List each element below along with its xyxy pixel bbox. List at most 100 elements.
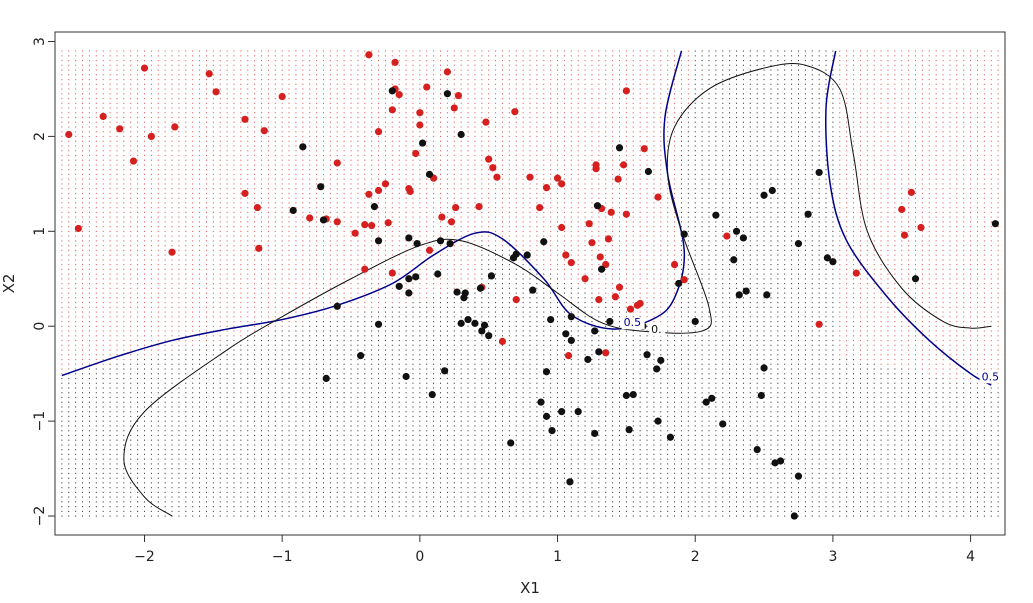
- grid-dot: [178, 249, 180, 251]
- grid-dot: [192, 506, 194, 508]
- grid-dot: [350, 444, 352, 446]
- grid-dot: [316, 339, 318, 342]
- grid-dot: [316, 126, 318, 128]
- grid-dot: [82, 472, 84, 475]
- grid-dot: [102, 126, 104, 128]
- grid-dot: [192, 434, 194, 437]
- grid-dot: [226, 226, 228, 228]
- grid-dot: [302, 159, 304, 161]
- grid-dot: [364, 240, 366, 242]
- grid-dot: [322, 406, 324, 408]
- grid-dot: [233, 178, 235, 180]
- grid-dot: [137, 491, 139, 493]
- grid-dot: [247, 320, 249, 323]
- grid-dot: [281, 392, 283, 394]
- grid-dot: [378, 169, 380, 171]
- grid-dot: [316, 287, 318, 289]
- grid-dot: [192, 311, 194, 313]
- grid-dot: [75, 463, 77, 465]
- grid-dot: [233, 154, 235, 157]
- grid-dot: [150, 515, 152, 517]
- grid-dot: [157, 297, 159, 299]
- grid-dot: [261, 183, 263, 185]
- grid-dot: [247, 64, 249, 66]
- grid-dot: [143, 283, 145, 285]
- grid-dot: [364, 501, 366, 503]
- grid-dot: [164, 173, 166, 176]
- grid-dot: [88, 468, 90, 470]
- grid-dot: [233, 254, 235, 256]
- grid-dot: [302, 188, 304, 190]
- grid-dot: [157, 496, 159, 498]
- grid-dot: [357, 154, 359, 157]
- grid-dot: [116, 415, 118, 418]
- grid-dot: [82, 235, 84, 237]
- grid-dot: [398, 320, 400, 323]
- grid-dot: [157, 173, 159, 176]
- grid-dot: [212, 411, 214, 413]
- grid-dot: [178, 339, 180, 342]
- grid-dot: [199, 55, 201, 57]
- grid-dot: [316, 197, 318, 199]
- grid-dot: [150, 102, 152, 104]
- grid-dot: [267, 392, 269, 394]
- grid-dot: [143, 472, 145, 475]
- grid-dot: [316, 64, 318, 66]
- grid-dot: [281, 211, 283, 214]
- grid-dot: [171, 93, 173, 95]
- grid-dot: [143, 93, 145, 95]
- grid-dot: [391, 254, 393, 256]
- grid-dot: [130, 311, 132, 313]
- grid-dot: [384, 93, 386, 95]
- grid-dot: [82, 297, 84, 299]
- grid-dot: [219, 396, 221, 399]
- grid-dot: [384, 453, 386, 456]
- grid-dot: [302, 311, 304, 313]
- grid-dot: [61, 406, 63, 408]
- grid-dot: [288, 496, 290, 498]
- grid-dot: [212, 197, 214, 199]
- grid-dot: [378, 439, 380, 441]
- grid-dot: [75, 235, 77, 237]
- grid-dot: [226, 259, 228, 261]
- grid-dot: [212, 387, 214, 389]
- grid-dot: [116, 406, 118, 408]
- grid-dot: [116, 453, 118, 456]
- grid-dot: [274, 93, 276, 95]
- grid-dot: [322, 235, 324, 237]
- grid-dot: [274, 368, 276, 370]
- grid-dot: [137, 245, 139, 247]
- grid-dot: [205, 472, 207, 475]
- grid-dot: [95, 335, 97, 337]
- grid-dot: [226, 297, 228, 299]
- grid-dot: [267, 173, 269, 176]
- grid-dot: [157, 88, 159, 90]
- grid-dot: [302, 439, 304, 441]
- grid-dot: [226, 444, 228, 446]
- grid-dot: [350, 245, 352, 247]
- grid-dot: [357, 491, 359, 493]
- grid-dot: [364, 477, 366, 479]
- grid-dot: [137, 264, 139, 266]
- grid-dot: [150, 197, 152, 199]
- grid-dot: [199, 425, 201, 427]
- grid-dot: [95, 121, 97, 123]
- grid-dot: [316, 83, 318, 85]
- grid-dot: [309, 316, 311, 318]
- grid-dot: [384, 259, 386, 261]
- grid-dot: [88, 78, 90, 81]
- grid-dot: [398, 226, 400, 228]
- grid-dot: [316, 150, 318, 152]
- grid-dot: [178, 510, 180, 512]
- grid-dot: [274, 97, 276, 100]
- grid-dot: [233, 363, 235, 365]
- grid-dot: [61, 145, 63, 147]
- grid-dot: [226, 382, 228, 384]
- grid-dot: [205, 116, 207, 119]
- grid-dot: [343, 197, 345, 199]
- grid-dot: [378, 145, 380, 147]
- grid-dot: [240, 425, 242, 427]
- grid-dot: [123, 358, 125, 361]
- grid-dot: [302, 216, 304, 218]
- grid-dot: [109, 496, 111, 498]
